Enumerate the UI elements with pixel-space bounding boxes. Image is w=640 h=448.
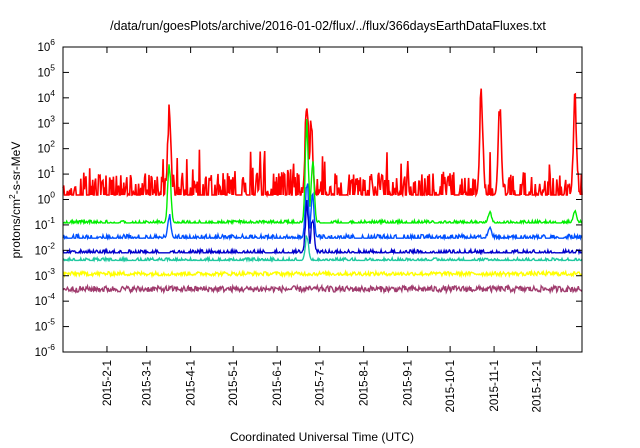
x-axis: 2015-2-1 2015-3-1 2015-4-1 2015-5-1 2015-6-1… [102,47,544,412]
x-tick-label: 2015-8-1 [359,360,371,406]
y-tick-label: 104 [37,88,55,105]
x-tick-label: 2015-3-1 [142,360,154,406]
x-tick-label: 2015-2-1 [102,360,114,406]
y-tick-label: 10-1 [35,215,56,232]
x-tick-label: 2015-12-1 [532,360,544,412]
y-tick-label: 103 [37,113,55,130]
series-line-7 [62,283,583,295]
y-tick-label: 10-5 [35,317,56,334]
x-tick-label: 2015-11-1 [489,360,501,412]
series-line-2 [63,118,583,226]
y-tick-label: 106 [37,37,55,54]
y-tick-label: 10-2 [35,240,56,257]
y-axis-label: protons/cm2-s-sr-MeV [7,142,23,259]
series-line-5 [63,235,583,263]
chart-title: /data/run/goesPlots/archive/2016-01-02/f… [110,19,546,33]
y-tick-label: 10-4 [35,291,56,308]
y-tick-label: 100 [37,190,55,207]
series-line-1 [62,88,583,198]
y-tick-label: 10-6 [35,342,56,359]
x-tick-label: 2015-10-1 [445,360,457,412]
series-line-6 [62,269,583,279]
plot-frame [62,46,583,353]
series-line-4 [62,199,583,256]
x-tick-label: 2015-5-1 [228,360,240,406]
x-tick-label: 2015-4-1 [186,360,198,406]
y-tick-label: 101 [37,164,55,181]
series-line-3 [62,183,583,241]
series-layer [62,88,583,295]
x-tick-label: 2015-9-1 [403,360,415,406]
y-tick-label: 105 [37,62,55,79]
y-axis: 10-6 10-5 10-4 10-3 10-2 10-1 100 101 102 103 104 1… [35,37,582,359]
y-tick-label: 102 [37,139,55,156]
x-axis-label: Coordinated Universal Time (UTC) [230,430,414,444]
y-tick-label: 10-3 [35,266,56,283]
x-tick-label: 2015-7-1 [315,360,327,406]
x-tick-label: 2015-6-1 [272,360,284,406]
